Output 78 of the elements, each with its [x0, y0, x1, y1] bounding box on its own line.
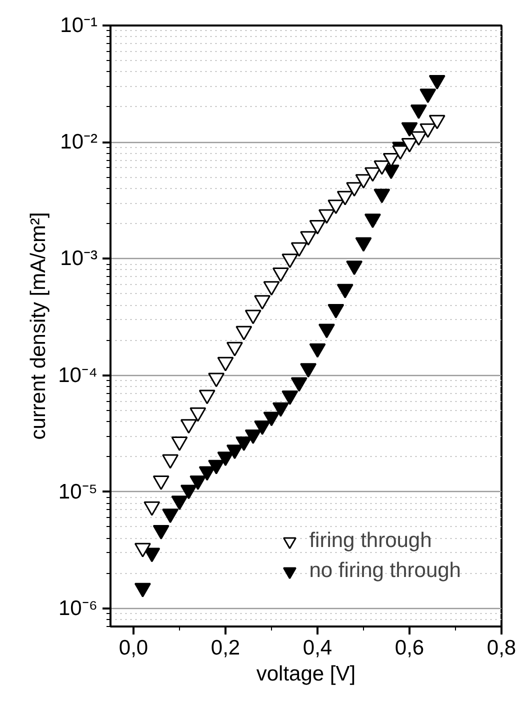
point: [364, 214, 381, 228]
y-tick-label: 10⁻¹: [60, 14, 98, 37]
point: [428, 75, 446, 90]
point: [328, 200, 344, 214]
point: [190, 407, 206, 422]
point: [300, 363, 317, 378]
point: [144, 501, 160, 516]
point: [244, 429, 262, 444]
point: [152, 525, 170, 540]
point: [309, 220, 326, 235]
point: [346, 182, 363, 197]
point: [410, 104, 427, 119]
point: [374, 188, 390, 204]
point: [420, 88, 436, 104]
y-tick-label: 10⁻²: [60, 130, 98, 154]
point: [180, 484, 197, 500]
y-tick-label: 10⁻⁶: [58, 596, 98, 620]
point: [263, 281, 280, 296]
point: [152, 475, 170, 490]
point: [171, 496, 188, 510]
point: [162, 454, 179, 469]
point: [162, 508, 179, 524]
x-tick-label: 0,2: [210, 636, 240, 660]
point: [198, 390, 216, 404]
point: [392, 145, 409, 160]
point: [217, 356, 234, 372]
point: [236, 326, 252, 340]
point: [318, 324, 335, 338]
point: [290, 377, 308, 392]
point: [346, 260, 363, 276]
point: [300, 231, 317, 246]
point: [282, 254, 298, 268]
point: [134, 582, 151, 598]
point: [336, 284, 354, 298]
y-axis-title: current density [mA/cm²]: [27, 212, 50, 440]
point: [401, 138, 418, 153]
point: [208, 460, 225, 474]
point: [217, 452, 234, 466]
x-axis-title: voltage [V]: [256, 662, 356, 686]
point: [309, 343, 326, 358]
y-tick-label: 10⁻⁵: [58, 480, 98, 504]
point: [171, 436, 188, 451]
point: [236, 436, 252, 451]
legend-label: no firing through: [309, 559, 461, 583]
point: [290, 242, 308, 257]
y-tick-label: 10⁻³: [60, 247, 98, 270]
point: [272, 402, 289, 417]
point: [428, 114, 446, 130]
x-tick-label: 0,8: [486, 636, 516, 660]
point: [263, 412, 280, 426]
point: [190, 475, 206, 490]
point: [254, 295, 271, 310]
point: [134, 542, 151, 558]
point: [244, 310, 262, 324]
point: [144, 548, 160, 562]
point: [355, 174, 372, 189]
point: [318, 209, 335, 224]
point: [208, 372, 225, 388]
point: [420, 123, 436, 138]
point: [226, 342, 243, 356]
point: [410, 131, 427, 146]
point: [254, 420, 271, 436]
x-tick-label: 0,4: [302, 636, 332, 660]
x-tick-label: 0,0: [118, 636, 148, 660]
point: [401, 122, 418, 137]
point: [226, 444, 243, 460]
point: [336, 190, 354, 206]
point: [355, 237, 372, 252]
legend-label: firing through: [309, 529, 432, 553]
point: [198, 466, 216, 481]
y-tick-label: 10⁻⁴: [58, 364, 98, 387]
point: [374, 160, 390, 175]
point: [180, 419, 197, 434]
point: [282, 390, 298, 405]
point: [364, 167, 381, 182]
point: [328, 304, 344, 318]
x-tick-label: 0,6: [394, 636, 424, 660]
point: [272, 267, 289, 282]
